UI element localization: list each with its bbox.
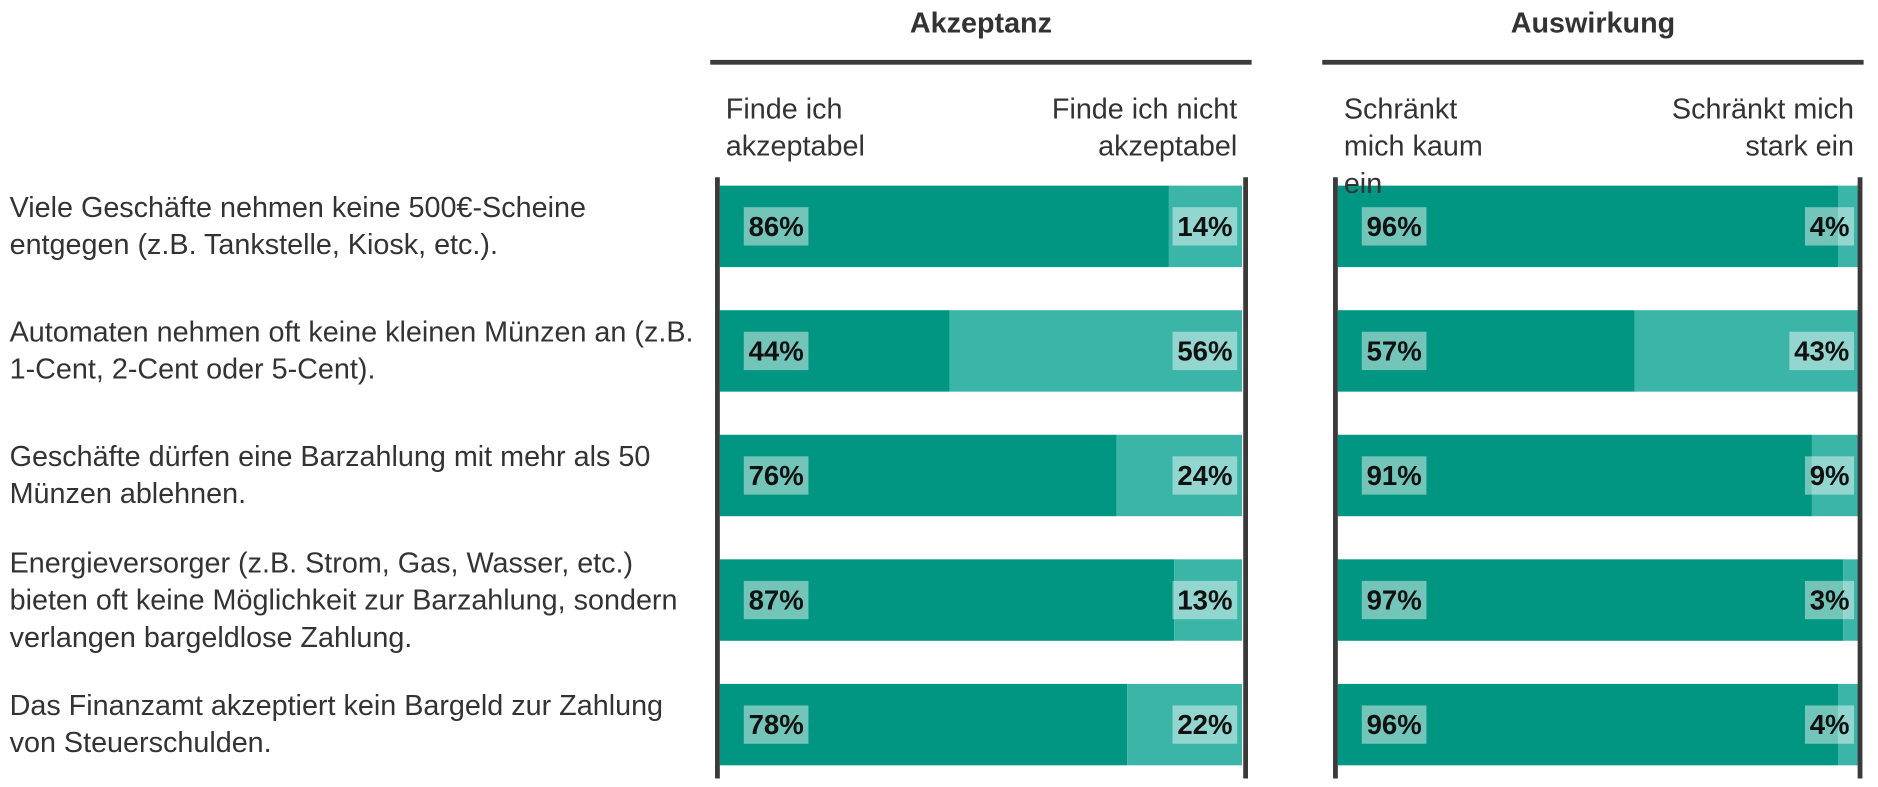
value-label: 76% bbox=[743, 456, 809, 495]
value-label: 43% bbox=[1789, 331, 1855, 371]
header-rule bbox=[710, 59, 1252, 65]
bar-segment bbox=[719, 185, 1169, 268]
bar-segment bbox=[1168, 185, 1243, 268]
axis-line bbox=[1857, 177, 1863, 779]
axis-line bbox=[1243, 177, 1249, 779]
value-label: 4% bbox=[1804, 705, 1855, 744]
value-label: 78% bbox=[743, 705, 809, 744]
bar-segment bbox=[719, 434, 1117, 517]
chart-title: Akzeptanz bbox=[909, 7, 1052, 40]
bar-segment bbox=[1116, 434, 1243, 517]
legend-label: Schränkt mich stark ein bbox=[1671, 93, 1855, 163]
row-label: Das Finanzamt akzeptiert kein Bargeld zu… bbox=[9, 689, 664, 760]
row-label: Geschäfte dürfen eine Barzahlung mit meh… bbox=[9, 440, 651, 511]
bar-segment bbox=[719, 683, 1128, 766]
value-label: 4% bbox=[1804, 207, 1855, 246]
header-rule bbox=[1322, 59, 1864, 65]
bar-segment bbox=[1174, 559, 1243, 641]
value-label: 87% bbox=[743, 580, 809, 620]
value-label: 96% bbox=[1361, 705, 1427, 744]
bar-segment bbox=[719, 559, 1175, 641]
legend-label: Schränkt mich kaum ein bbox=[1343, 93, 1483, 201]
value-label: 97% bbox=[1361, 580, 1427, 620]
bar-segment bbox=[949, 310, 1243, 392]
bar-segment bbox=[1811, 434, 1859, 517]
legend-label: Finde ich nicht akzeptabel bbox=[1051, 93, 1238, 163]
value-label: 24% bbox=[1172, 456, 1238, 495]
row-label: Energieversorger (z.B. Strom, Gas, Wasse… bbox=[9, 546, 678, 654]
value-label: 44% bbox=[743, 331, 809, 371]
axis-line bbox=[715, 177, 720, 779]
chart-title: Auswirkung bbox=[1510, 7, 1676, 40]
bar-segment bbox=[1634, 310, 1859, 392]
legend-label: Finde ich akzeptabel bbox=[725, 93, 865, 163]
value-label: 14% bbox=[1172, 207, 1238, 246]
row-label: Viele Geschäfte nehmen keine 500€-Schein… bbox=[9, 191, 586, 262]
value-label: 91% bbox=[1361, 456, 1427, 495]
bar-segment bbox=[1837, 185, 1859, 268]
bar-segment bbox=[1337, 434, 1812, 517]
value-label: 9% bbox=[1804, 456, 1855, 495]
bar-segment bbox=[1337, 559, 1844, 641]
value-label: 56% bbox=[1172, 331, 1238, 371]
value-label: 3% bbox=[1804, 580, 1855, 620]
value-label: 86% bbox=[743, 207, 809, 246]
value-label: 22% bbox=[1172, 705, 1238, 744]
bar-segment bbox=[1127, 683, 1243, 766]
bar-segment bbox=[719, 310, 950, 392]
bar-segment bbox=[1337, 683, 1838, 766]
value-label: 96% bbox=[1361, 207, 1427, 246]
row-label: Automaten nehmen oft keine kleinen Münze… bbox=[9, 316, 694, 386]
bar-segment bbox=[1843, 559, 1859, 641]
bar-segment bbox=[1837, 683, 1859, 766]
value-label: 57% bbox=[1361, 331, 1427, 371]
value-label: 13% bbox=[1172, 580, 1238, 620]
axis-line bbox=[1333, 177, 1338, 779]
bar-segment bbox=[1337, 185, 1838, 268]
bar-segment bbox=[1337, 310, 1635, 392]
